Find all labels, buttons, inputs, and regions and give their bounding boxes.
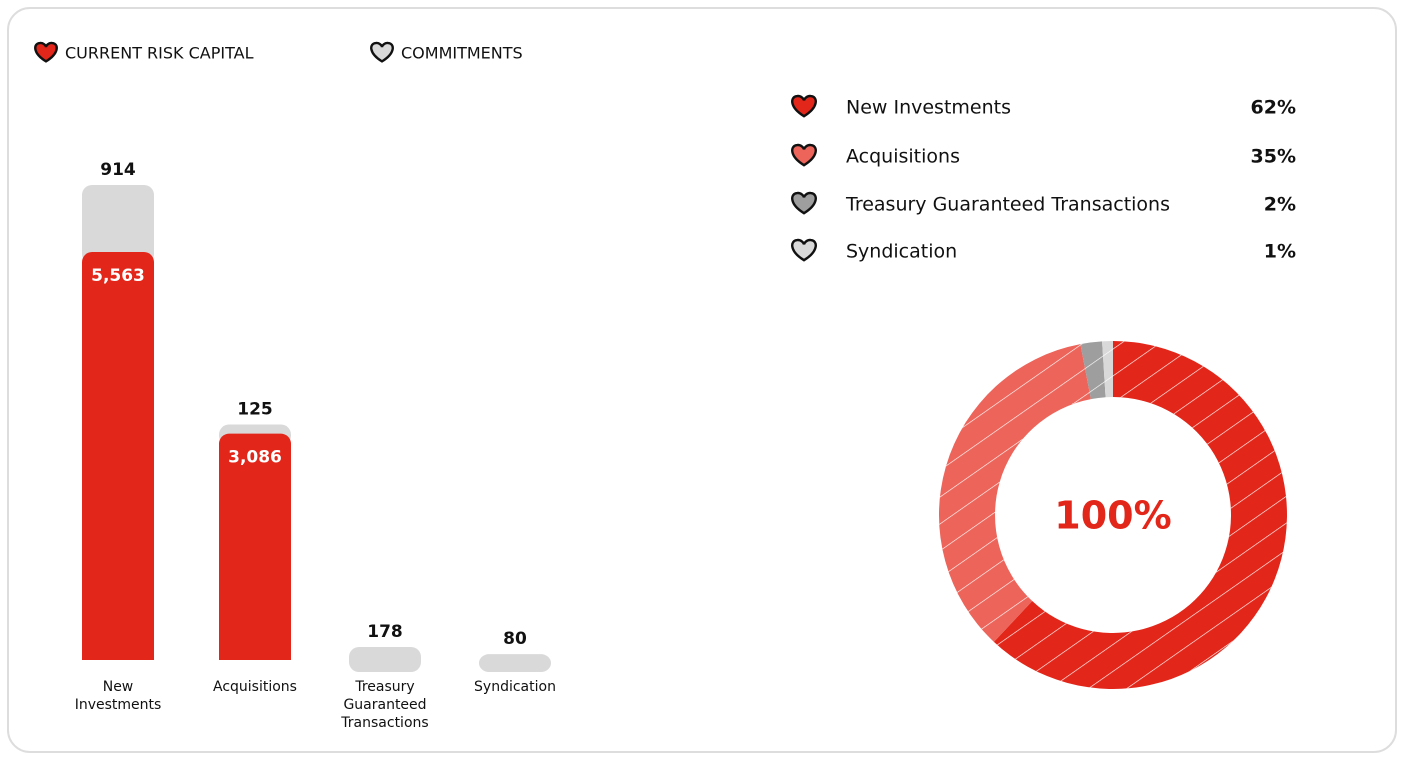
legend-heart: [791, 143, 817, 167]
bar-segment: [349, 646, 421, 672]
category-label: Acquisitions: [213, 679, 297, 695]
legend-heart: [34, 41, 58, 63]
category-label: New Investments: [74, 679, 162, 713]
legend-label: Acquisitions: [846, 146, 960, 168]
category-label: Syndication: [474, 679, 556, 695]
legend-label: CURRENT RISK CAPITAL: [65, 44, 254, 63]
bar-segment: [479, 654, 551, 672]
legend-value: 62%: [1251, 97, 1296, 119]
bar-segment: [219, 433, 291, 660]
value-label: 80: [503, 629, 527, 649]
legend-value: 35%: [1251, 146, 1296, 168]
legend-value: 2%: [1264, 194, 1296, 216]
bar-segment: [82, 252, 154, 661]
legend-label: Treasury Guaranteed Transactions: [845, 194, 1170, 216]
value-label: 125: [237, 400, 273, 420]
bar-segment: [82, 185, 154, 265]
legend-label: COMMITMENTS: [401, 44, 523, 63]
legend-label: Syndication: [846, 241, 957, 263]
card-border: [7, 7, 1397, 753]
donut-center-label: 100%: [1054, 494, 1171, 538]
bar-base: [82, 648, 154, 660]
donut-hatch: [939, 341, 1287, 689]
value-label: 914: [100, 160, 136, 180]
legend-heart: [791, 238, 817, 262]
value-label: 178: [367, 622, 403, 642]
category-label: Treasury Guaranteed Transactions: [341, 679, 429, 731]
legend-heart: [791, 94, 817, 118]
legend-label: New Investments: [846, 97, 1011, 119]
legend-heart: [791, 191, 817, 215]
value-label: 5,563: [91, 266, 145, 286]
legend-heart: [370, 41, 394, 63]
legend-value: 1%: [1264, 241, 1296, 263]
bar-base: [219, 648, 291, 660]
value-label: 3,086: [228, 448, 282, 468]
